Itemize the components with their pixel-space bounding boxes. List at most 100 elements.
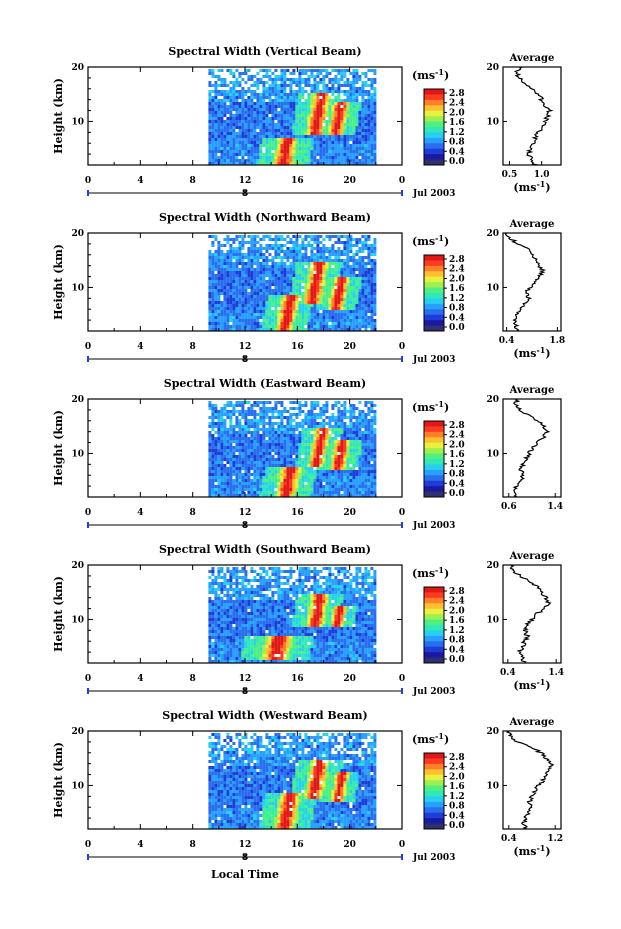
heatmap-cell — [223, 434, 227, 437]
heatmap-cell — [238, 93, 242, 96]
heatmap-cell — [223, 253, 227, 256]
heatmap-cell — [370, 325, 374, 328]
heatmap-cell — [262, 328, 266, 331]
colorbar-frame — [423, 88, 445, 166]
heatmap-cell — [322, 419, 326, 422]
heatmap-cell — [307, 307, 311, 310]
heatmap-cell — [295, 422, 299, 425]
heatmap-cell — [286, 325, 290, 328]
heatmap-cell — [262, 280, 266, 283]
heatmap-cell — [250, 407, 254, 410]
heatmap-cell — [349, 250, 353, 253]
heatmap-cell — [244, 135, 248, 138]
heatmap-cell — [259, 470, 263, 473]
heatmap-cell — [367, 434, 371, 437]
heatmap-cell — [256, 307, 260, 310]
heatmap-cell — [286, 78, 290, 81]
heatmap-cell — [298, 488, 302, 491]
heatmap-cell — [247, 455, 251, 458]
heatmap-cell — [340, 141, 344, 144]
heatmap-cell — [325, 123, 329, 126]
heatmap-cell — [226, 485, 230, 488]
heatmap-cell — [283, 431, 287, 434]
heatmap-cell — [271, 410, 275, 413]
average-profile-line — [513, 66, 554, 166]
heatmap-cell — [277, 425, 281, 428]
heatmap-cell — [235, 108, 239, 111]
heatmap-cell — [367, 425, 371, 428]
heatmap-cell — [253, 156, 257, 159]
heatmap-cell — [223, 404, 227, 407]
heatmap-cell — [313, 431, 317, 434]
heatmap-cell — [235, 256, 239, 259]
heatmap-cell — [337, 485, 341, 488]
heatmap-cell — [310, 90, 314, 93]
heatmap-cell — [358, 470, 362, 473]
heatmap-cell — [211, 256, 215, 259]
heatmap-cell — [271, 316, 275, 319]
heatmap-cell — [274, 265, 278, 268]
heatmap-cell — [331, 467, 335, 470]
heatmap-cell — [217, 470, 221, 473]
heatmap-cell — [328, 446, 332, 449]
heatmap-cell — [295, 138, 299, 141]
heatmap-cell — [370, 425, 374, 428]
heatmap-cell — [244, 440, 248, 443]
heatmap-cell — [217, 259, 221, 262]
heatmap-cell — [316, 96, 320, 99]
heatmap-cell — [304, 470, 308, 473]
heatmap-cell — [325, 449, 329, 452]
heatmap-cell — [241, 458, 245, 461]
heatmap-cell — [337, 428, 341, 431]
heatmap-cell — [370, 105, 374, 108]
heatmap-cell — [235, 93, 239, 96]
heatmap-cell — [334, 87, 338, 90]
heatmap-cell — [346, 304, 350, 307]
heatmap-cell — [319, 126, 323, 129]
heatmap-cell — [274, 90, 278, 93]
heatmap-cell — [262, 458, 266, 461]
heatmap-cell — [313, 488, 317, 491]
heatmap-cell — [214, 479, 218, 482]
heatmap-cell — [310, 268, 314, 271]
heatmap-cell — [265, 485, 269, 488]
heatmap-cell — [289, 141, 293, 144]
heatmap-cell — [265, 491, 269, 494]
heatmap-cell — [277, 449, 281, 452]
heatmap-cell — [232, 449, 236, 452]
heatmap-cell — [259, 247, 263, 250]
heatmap-cell — [262, 488, 266, 491]
heatmap-cell — [238, 446, 242, 449]
heatmap-cell — [217, 458, 221, 461]
heatmap-cell — [259, 283, 263, 286]
heatmap-cell — [211, 479, 215, 482]
heatmap-cell — [325, 111, 329, 114]
heatmap-cell — [256, 310, 260, 313]
heatmap-cell — [319, 150, 323, 153]
heatmap-cell — [364, 268, 368, 271]
heatmap-cell — [370, 156, 374, 159]
heatmap-cell — [349, 81, 353, 84]
heatmap-cell — [268, 271, 272, 274]
heatmap-cell — [304, 147, 308, 150]
heatmap-cell — [232, 123, 236, 126]
heatmap-cell — [289, 250, 293, 253]
heatmap-cell — [274, 117, 278, 120]
heatmap-cell — [232, 153, 236, 156]
heatmap-cell — [334, 277, 338, 280]
heatmap-cell — [370, 449, 374, 452]
heatmap-cell — [340, 434, 344, 437]
heatmap-cell — [361, 298, 365, 301]
heatmap-cell — [208, 96, 212, 99]
heatmap-cell — [358, 265, 362, 268]
heatmap-cell — [241, 446, 245, 449]
heatmap-cell — [334, 295, 338, 298]
heatmap-cell — [244, 467, 248, 470]
heatmap-cell — [268, 313, 272, 316]
heatmap-cell — [343, 111, 347, 114]
heatmap-cell — [286, 235, 290, 238]
heatmap-cell — [328, 150, 332, 153]
heatmap-cell — [310, 452, 314, 455]
heatmap-cell — [358, 461, 362, 464]
